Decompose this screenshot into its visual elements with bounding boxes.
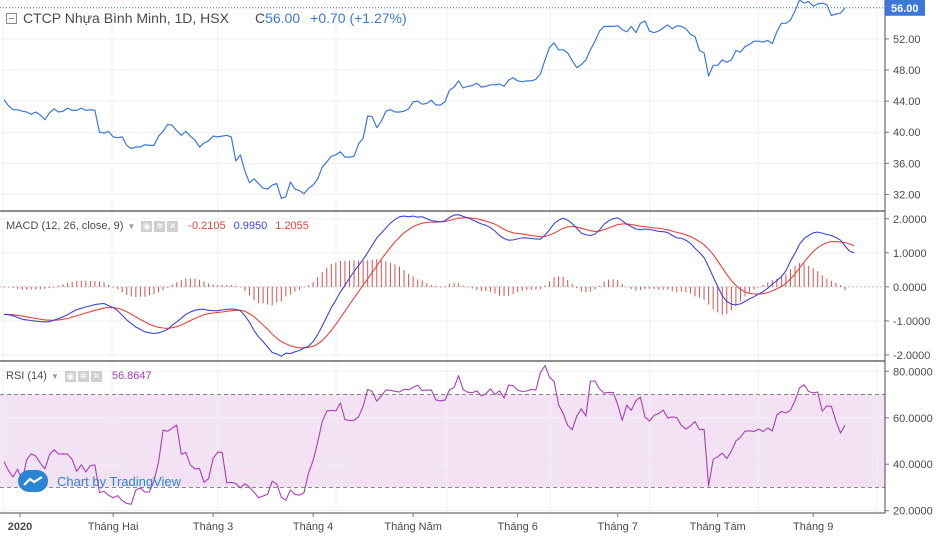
- last-price-tag: [885, 0, 925, 16]
- macd-hist-value: -0.2105: [188, 220, 226, 232]
- x-tick-label: Tháng Năm: [384, 521, 441, 533]
- collapse-icon[interactable]: [6, 12, 17, 24]
- macd-line: [3, 214, 855, 357]
- macd-signal-value: 1.2055: [275, 220, 309, 232]
- rsi-y-tick-label: 80.0000: [893, 366, 933, 378]
- macd-y-tick-label: 0.0000: [893, 282, 927, 294]
- rsi-y-tick-label: 40.0000: [893, 459, 933, 471]
- price-y-tick-label: 36.00: [893, 158, 921, 170]
- settings-icon[interactable]: ✲: [154, 220, 166, 232]
- close-icon[interactable]: ✕: [90, 370, 102, 382]
- rsi-y-tick-label: 60.0000: [893, 413, 933, 425]
- rsi-legend: RSI (14) ▼ ◉ ✲ ✕ 56.8647: [6, 370, 152, 382]
- tradingview-branding[interactable]: Chart by TradingView: [18, 470, 181, 492]
- x-tick-label: Tháng 9: [793, 521, 833, 533]
- macd-title[interactable]: MACD (12, 26, close, 9): [6, 220, 124, 232]
- x-tick-label: Tháng Hai: [88, 521, 139, 533]
- macd-legend: MACD (12, 26, close, 9) ▼ ◉ ✲ ✕ -0.2105 …: [6, 220, 309, 232]
- x-tick-label: Tháng Tám: [690, 521, 746, 533]
- chevron-down-icon[interactable]: ▼: [50, 371, 59, 381]
- close-icon[interactable]: ✕: [167, 220, 179, 232]
- price-y-tick-label: 48.00: [893, 65, 921, 77]
- x-tick-label: Tháng 3: [193, 521, 233, 533]
- last-price-tag-label: 56.00: [891, 3, 919, 15]
- x-tick-label: Tháng 7: [598, 521, 638, 533]
- rsi-value: 56.8647: [111, 370, 152, 382]
- macd-y-tick-label: 2.0000: [893, 214, 927, 226]
- rsi-band-fill: [0, 394, 885, 488]
- chevron-down-icon[interactable]: ▼: [127, 221, 136, 231]
- settings-icon[interactable]: ✲: [77, 370, 89, 382]
- macd-y-tick-label: 1.0000: [893, 248, 927, 260]
- x-tick-label: 2020: [8, 521, 32, 533]
- macd-signal-line: [4, 217, 855, 349]
- tradingview-logo-icon: [18, 470, 48, 492]
- price-series-line: [3, 0, 846, 199]
- rsi-y-tick-label: 20.0000: [893, 506, 933, 518]
- price-y-tick-label: 40.00: [893, 127, 921, 139]
- x-tick-label: Tháng 4: [293, 521, 333, 533]
- eye-icon[interactable]: ◉: [141, 220, 153, 232]
- brand-text[interactable]: Chart by TradingView: [57, 473, 182, 489]
- price-y-tick-label: 52.00: [893, 34, 921, 46]
- change-value: +0.70 (+1.27%): [310, 10, 407, 26]
- close-value: 56.00: [265, 10, 301, 26]
- macd-line-value: 0.9950: [233, 220, 268, 232]
- rsi-title[interactable]: RSI (14): [6, 370, 47, 382]
- x-tick-label: Tháng 6: [498, 521, 538, 533]
- macd-y-tick-label: -1.0000: [893, 316, 930, 328]
- symbol-title[interactable]: CTCP Nhựa Bình Minh, 1D, HSX: [23, 10, 229, 26]
- price-y-tick-label: 32.00: [893, 189, 921, 201]
- rsi-line: [3, 364, 846, 505]
- price-y-tick-label: 44.00: [893, 96, 921, 108]
- eye-icon[interactable]: ◉: [64, 370, 76, 382]
- close-label: C: [254, 10, 266, 26]
- macd-y-tick-label: -2.0000: [893, 350, 930, 362]
- main-legend: CTCP Nhựa Bình Minh, 1D, HSX C 56.00 +0.…: [6, 10, 407, 26]
